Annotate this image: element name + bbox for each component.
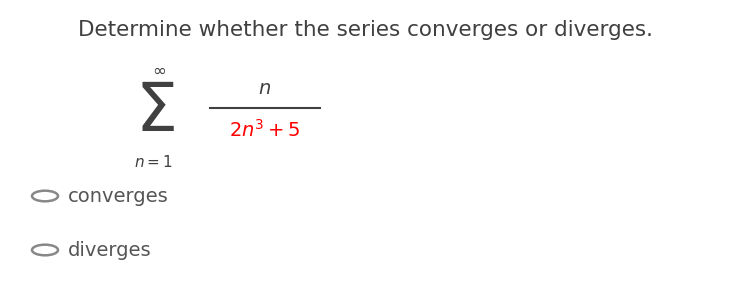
Text: converges: converges [68,187,169,206]
Text: $\Sigma$: $\Sigma$ [135,79,175,145]
Text: $2n^3 + 5$: $2n^3 + 5$ [229,119,301,141]
Text: $n$: $n$ [258,78,272,97]
Text: Determine whether the series converges or diverges.: Determine whether the series converges o… [77,20,653,40]
Text: diverges: diverges [68,240,152,260]
Text: $n = 1$: $n = 1$ [134,154,172,170]
Text: $\infty$: $\infty$ [152,61,166,79]
